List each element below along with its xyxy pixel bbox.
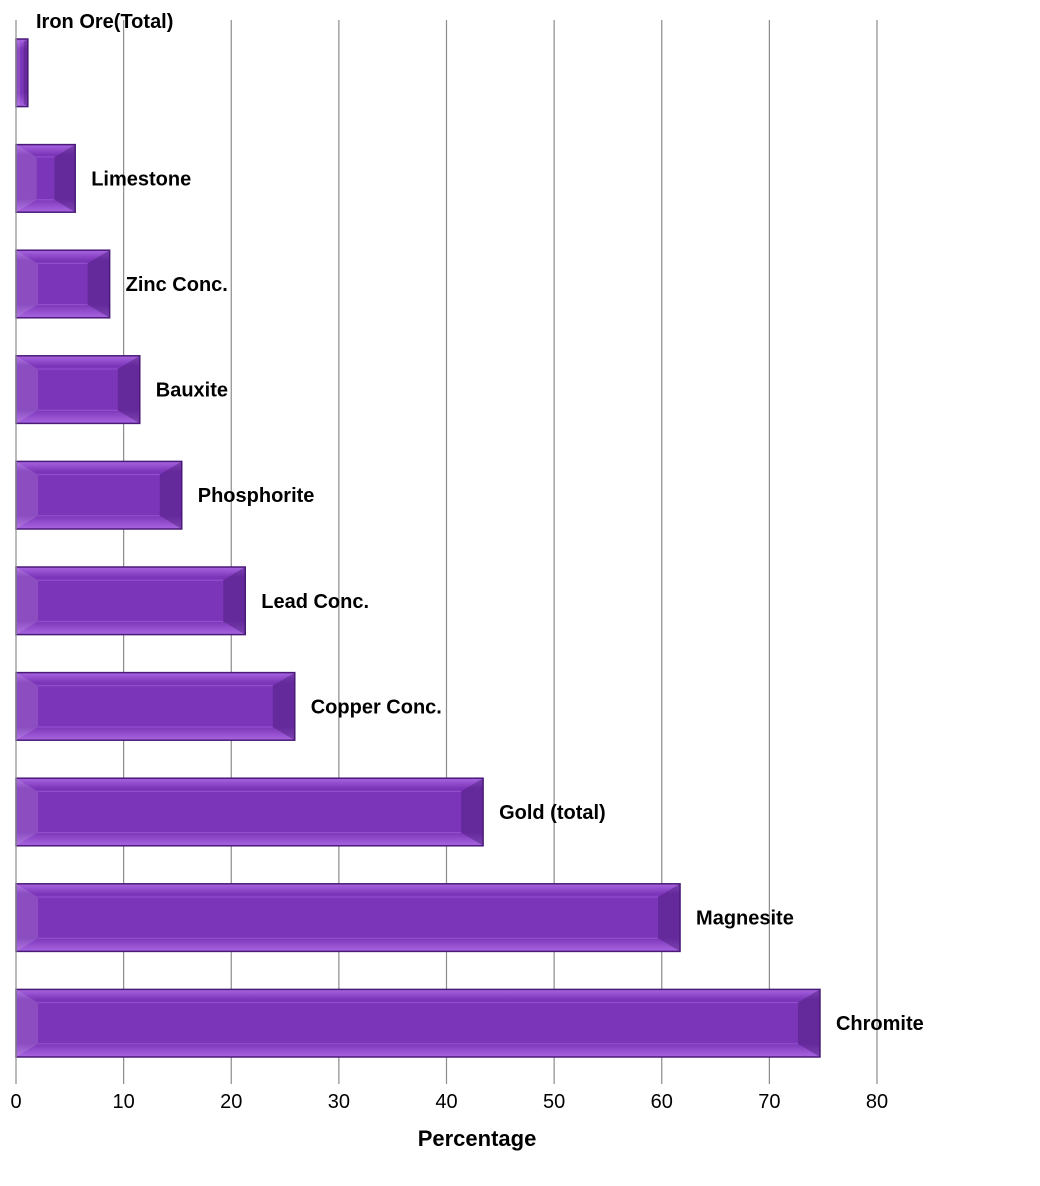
category-label: Limestone: [91, 168, 191, 190]
category-label: Gold (total): [499, 802, 606, 824]
category-label: Lead Conc.: [261, 591, 369, 613]
bars: [15, 38, 821, 1058]
category-label: Chromite: [836, 1013, 924, 1035]
bar: [15, 671, 296, 741]
x-tick-label: 50: [543, 1091, 565, 1113]
gridlines: [123, 20, 878, 1076]
category-label: Copper Conc.: [311, 696, 442, 718]
x-tick-label: 70: [758, 1091, 780, 1113]
x-tick-label: 80: [866, 1091, 888, 1113]
bar: [15, 777, 484, 847]
category-label: Iron Ore(Total): [36, 11, 173, 33]
bar: [15, 249, 111, 319]
category-label: Phosphorite: [198, 485, 315, 507]
bar: [15, 988, 821, 1058]
x-tick-label: 20: [220, 1091, 242, 1113]
x-tick-label: 60: [651, 1091, 673, 1113]
bar: [15, 566, 246, 636]
bar: [15, 355, 141, 425]
category-label: Magnesite: [696, 908, 794, 930]
x-axis: 0 10 20 30 40 50 60 70 80: [10, 20, 888, 1113]
x-axis-title: Percentage: [418, 1126, 537, 1151]
x-tick-label: 10: [113, 1091, 135, 1113]
category-label: Zinc Conc.: [126, 274, 228, 296]
bar: [15, 143, 76, 213]
bar: [15, 38, 29, 108]
x-tick-label: 40: [435, 1091, 457, 1113]
category-label: Bauxite: [156, 380, 228, 402]
x-tick-label: 0: [10, 1091, 21, 1113]
bar: [15, 883, 681, 953]
category-labels: Iron Ore(Total) Limestone Zinc Conc. Bauxit…: [36, 11, 924, 1035]
x-tick-label: 30: [328, 1091, 350, 1113]
bar: [15, 460, 183, 530]
